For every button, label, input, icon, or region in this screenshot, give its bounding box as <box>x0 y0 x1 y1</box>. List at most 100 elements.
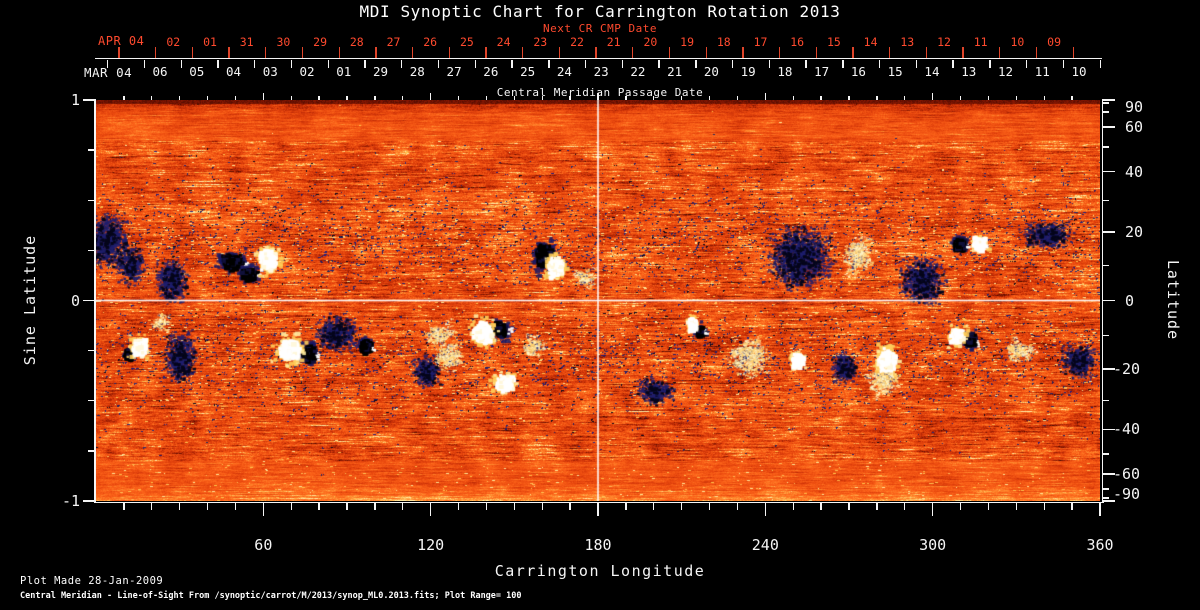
red-date-label: 19 <box>680 35 695 49</box>
longitude-top-minor-tick <box>541 95 543 100</box>
cmp-date-label: 29 <box>373 64 389 79</box>
longitude-minor-tick <box>206 502 209 510</box>
cmp-date-label: 24 <box>556 64 572 79</box>
longitude-tick-label: 60 <box>254 536 273 554</box>
longitude-tick-label: 300 <box>919 536 947 554</box>
bottom-axis-title: Carrington Longitude <box>494 562 706 580</box>
red-date-label: 21 <box>606 35 621 49</box>
red-date-tick <box>265 46 267 58</box>
red-date-label: 27 <box>386 35 401 49</box>
cmp-date-tick <box>842 59 844 68</box>
longitude-minor-tick <box>123 502 125 510</box>
cmp-date-label: 28 <box>409 64 425 79</box>
longitude-top-minor-tick <box>820 95 822 100</box>
red-date-label: 25 <box>459 35 474 49</box>
red-date-tick <box>191 46 194 58</box>
longitude-top-minor-tick <box>457 95 460 100</box>
longitude-minor-tick <box>904 502 906 510</box>
longitude-major-tick <box>597 502 599 516</box>
red-date-tick <box>778 46 781 58</box>
latitude-tick-label: 40 <box>1125 162 1144 181</box>
cmp-date-tick <box>107 59 109 68</box>
longitude-minor-tick <box>959 502 962 510</box>
cmp-date-tick <box>621 59 624 68</box>
red-date-tick <box>742 46 744 58</box>
latitude-major-tick <box>1102 368 1115 370</box>
cmp-date-label: 12 <box>997 64 1013 79</box>
longitude-minor-tick <box>541 502 543 510</box>
cmp-date-tick <box>217 59 219 68</box>
cmp-date-tick <box>1026 59 1028 68</box>
cmp-date-axis-title: Central Meridian Passage Date <box>496 86 704 99</box>
longitude-minor-tick <box>736 502 739 510</box>
red-date-tick <box>301 46 304 58</box>
red-axis-month-label: APR 04 <box>98 34 145 48</box>
latitude-major-tick <box>1102 473 1115 475</box>
sine-latitude-minor-tick <box>88 149 95 151</box>
longitude-top-minor-tick <box>1043 95 1045 100</box>
cmp-date-tick <box>511 59 513 68</box>
sine-latitude-tick-label: 1 <box>70 91 80 109</box>
latitude-major-tick <box>1102 231 1115 233</box>
longitude-top-minor-tick <box>736 95 739 100</box>
red-date-tick <box>118 46 120 58</box>
cmp-date-tick <box>584 59 587 68</box>
red-date-label: 14 <box>863 35 878 49</box>
red-date-tick <box>1035 46 1038 58</box>
cmp-date-label: 23 <box>593 64 609 79</box>
cmp-date-tick <box>1099 59 1101 68</box>
red-date-label: 15 <box>826 35 841 49</box>
sine-latitude-tick-label: 0 <box>70 291 80 310</box>
red-date-label: 01 <box>203 35 217 49</box>
red-date-tick <box>815 46 817 58</box>
cmp-date-label: 03 <box>262 64 278 79</box>
longitude-top-minor-tick <box>1071 95 1073 100</box>
latitude-minor-tick <box>1102 199 1109 201</box>
sine-latitude-minor-tick <box>88 450 95 452</box>
latitude-major-tick <box>1102 500 1115 502</box>
longitude-top-minor-tick <box>876 95 878 100</box>
latitude-major-tick <box>1102 170 1115 173</box>
red-date-tick <box>558 46 561 58</box>
longitude-top-minor-tick <box>513 95 516 100</box>
red-date-label: 23 <box>533 35 548 49</box>
cmp-date-label: 26 <box>483 64 499 79</box>
cmp-date-label: 01 <box>336 64 352 79</box>
longitude-top-minor-tick <box>653 95 655 100</box>
red-date-label: 24 <box>496 35 511 49</box>
red-date-label: 26 <box>423 35 438 49</box>
sine-latitude-major-tick <box>83 500 95 502</box>
cmp-date-tick <box>180 59 182 68</box>
longitude-minor-tick <box>1015 502 1018 510</box>
latitude-minor-tick <box>1102 264 1109 267</box>
cmp-date-label: 11 <box>1034 64 1050 79</box>
longitude-minor-tick <box>987 502 990 510</box>
longitude-top-major-tick <box>597 92 599 100</box>
next-cr-cmp-date-axis-title: Next CR CMP Date <box>543 22 657 35</box>
red-date-label: 17 <box>753 35 768 49</box>
cmp-date-tick <box>327 59 329 68</box>
longitude-top-minor-tick <box>792 95 794 100</box>
cmp-date-label: 18 <box>777 64 793 79</box>
cmp-date-label: 04 <box>225 64 242 79</box>
red-date-tick <box>999 46 1001 58</box>
longitude-minor-tick <box>625 502 627 510</box>
cmp-date-label: 14 <box>924 64 940 79</box>
sine-latitude-minor-tick <box>88 249 95 252</box>
cmp-date-label: 21 <box>667 64 683 79</box>
red-date-label: 28 <box>349 35 364 49</box>
longitude-minor-tick <box>680 502 683 510</box>
longitude-top-minor-tick <box>206 95 209 100</box>
longitude-minor-tick <box>1043 502 1045 510</box>
longitude-top-minor-tick <box>1015 95 1018 100</box>
longitude-minor-tick <box>653 502 655 510</box>
sine-latitude-minor-tick <box>88 349 95 352</box>
latitude-major-tick <box>1102 99 1115 101</box>
red-date-tick <box>522 46 524 58</box>
right-axis-title: Latitude <box>1164 259 1182 341</box>
longitude-major-tick <box>1099 502 1101 516</box>
sine-latitude-major-tick <box>83 299 95 302</box>
longitude-top-minor-tick <box>318 95 320 100</box>
red-date-tick <box>595 46 597 58</box>
